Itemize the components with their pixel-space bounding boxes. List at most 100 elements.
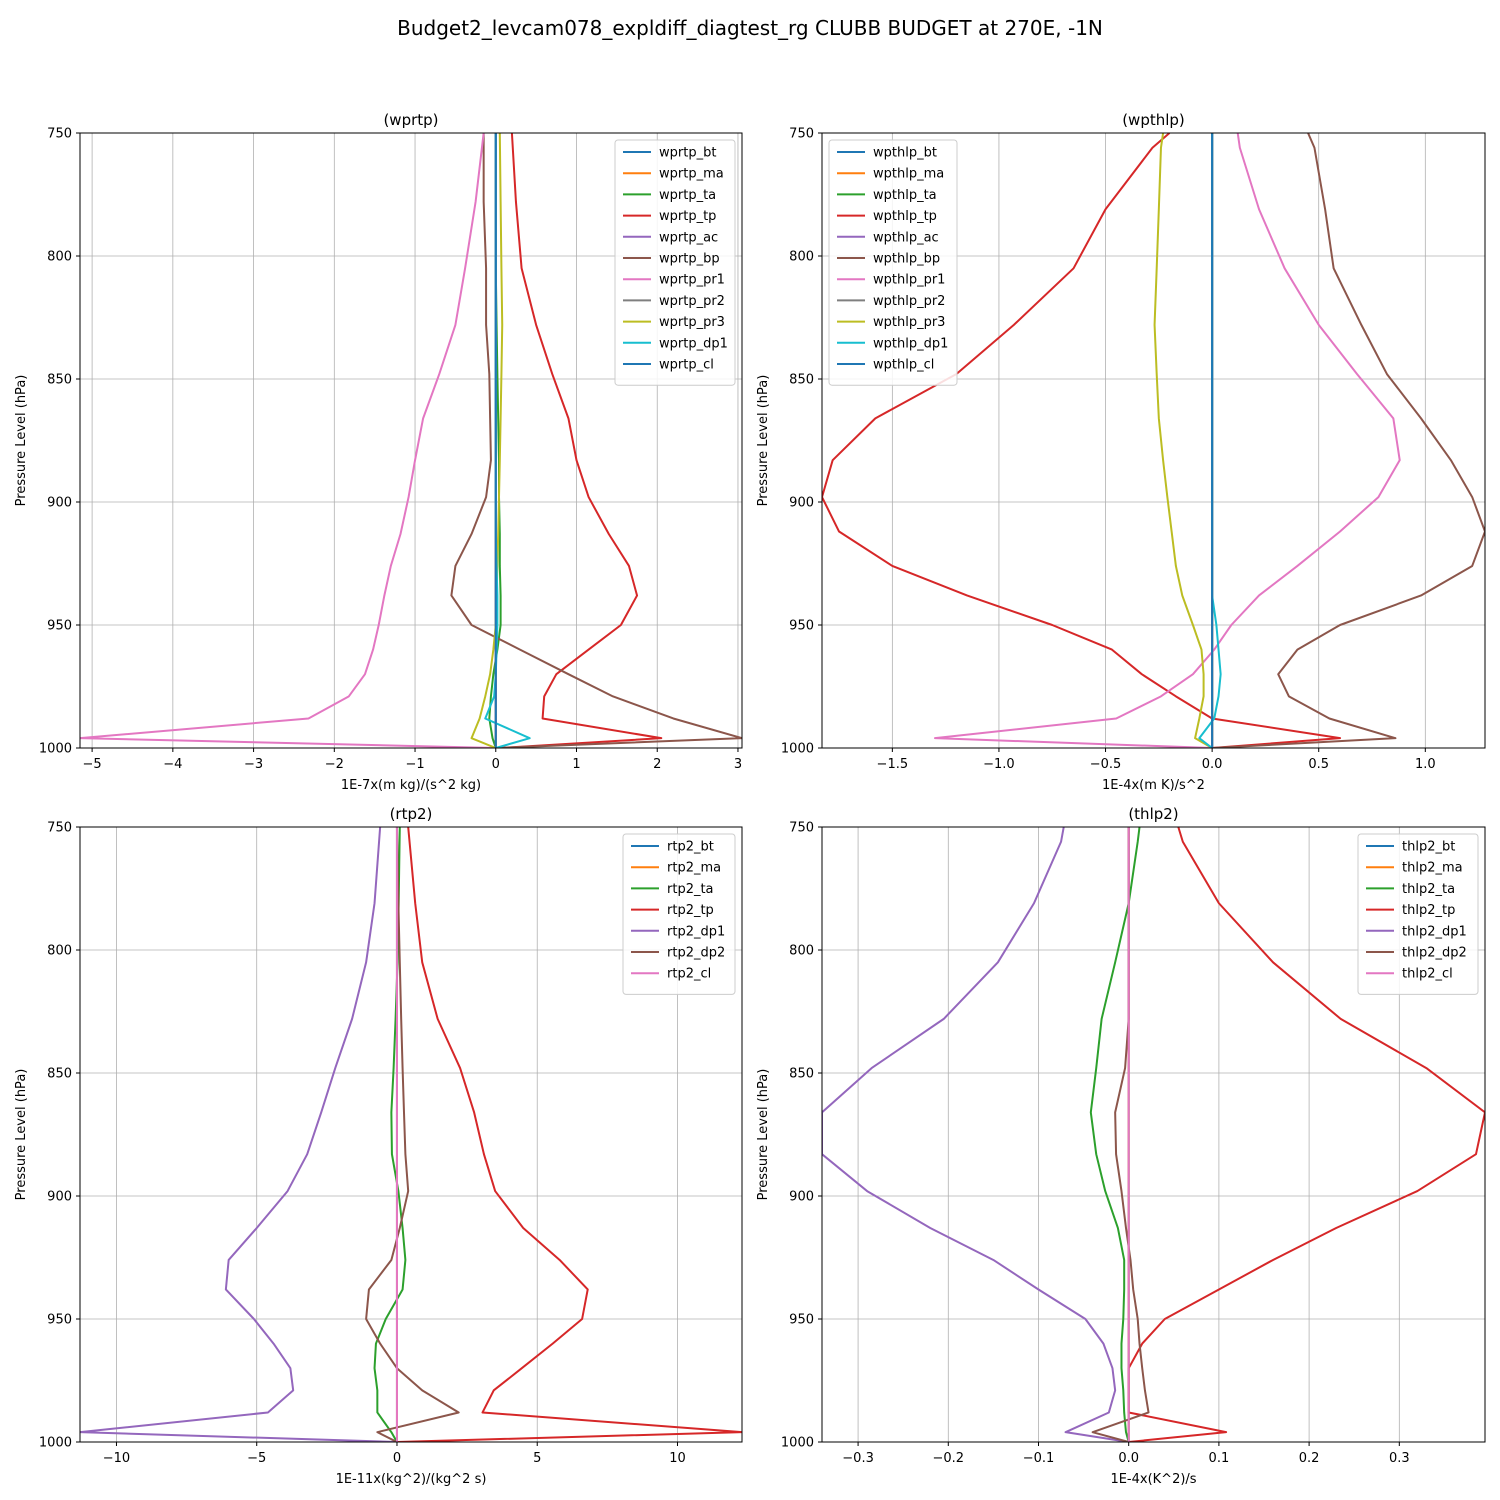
y-tick-label: 750 [47, 821, 72, 836]
legend-label: rtp2_dp2 [667, 946, 725, 961]
axes-frame [821, 132, 1486, 749]
x-tick-label: 0.1 [1209, 1451, 1230, 1466]
y-tick-label: 800 [47, 250, 72, 265]
legend-box [622, 833, 736, 995]
series-line-wpthlp-pr1 [933, 133, 1401, 748]
legend-label: thlp2_cl [1402, 967, 1453, 982]
panel-title: (thlp2) [1128, 805, 1178, 823]
x-tick-label: 0.0 [1118, 1451, 1139, 1466]
series-line-thlp2-dp1 [822, 827, 1129, 1442]
x-tick-label: −1 [405, 757, 424, 772]
y-axis-label: Pressure Level (hPa) [756, 375, 771, 507]
y-tick-label: 850 [47, 1067, 72, 1082]
legend-label: wpthlp_cl [873, 358, 934, 373]
x-axis-label: 1E-4x(K^2)/s [1110, 1472, 1196, 1487]
series-line-thlp2-ta [1089, 827, 1141, 1442]
x-tick-label: 0.2 [1299, 1451, 1320, 1466]
series-group [822, 133, 1485, 748]
legend: rtp2_bt rtp2_ma rtp2_ta rtp2_tp rtp2_dp1 rtp2… [622, 833, 736, 995]
legend-box [828, 139, 958, 386]
series-line-rtp2-ta [373, 827, 407, 1442]
series-line-wpthlp-tp [822, 133, 1342, 748]
panel-wprtp: −5 −4 −3 −2 −1 0 1 2 3 750 800 850 900 950 1000 (wprtp)… [14, 111, 743, 793]
legend-label: thlp2_tp [1402, 903, 1455, 918]
legend-label: wprtp_dp1 [659, 336, 728, 351]
y-axis-label: Pressure Level (hPa) [14, 375, 29, 507]
y-axis: 750 800 850 900 950 1000 [781, 821, 822, 1451]
x-tick-label: 0.3 [1389, 1451, 1410, 1466]
series-line-wprtp-pr3 [470, 133, 504, 748]
legend-label: wprtp_ac [659, 230, 718, 245]
x-tick-label: −0.1 [1023, 1451, 1055, 1466]
legend-label: wpthlp_bt [873, 146, 937, 161]
legend-label: thlp2_ma [1402, 861, 1463, 876]
legend-label: wprtp_cl [659, 358, 714, 373]
y-tick-label: 850 [789, 1067, 814, 1082]
y-tick-label: 850 [47, 373, 72, 388]
x-tick-label: 5 [533, 1451, 541, 1466]
legend-label: wprtp_bp [659, 252, 720, 267]
panel-rtp2: −10 −5 0 5 10 750 800 850 900 950 1000 (rtp2) 1E-11x… [14, 805, 743, 1487]
legend-label: rtp2_cl [667, 967, 711, 982]
legend-label: wprtp_ta [659, 188, 716, 203]
legend-label: thlp2_ta [1402, 882, 1455, 897]
legend-label: wpthlp_pr3 [873, 315, 945, 330]
x-axis-label: 1E-7x(m kg)/(s^2 kg) [341, 778, 481, 793]
y-tick-label: 850 [789, 373, 814, 388]
panel-wpthlp: −1.5 −1.0 −0.5 0.0 0.5 1.0 750 800 850 900 950 1000… [756, 111, 1486, 793]
panel-thlp2: −0.3 −0.2 −0.1 0.0 0.1 0.2 0.3 750 800 850 900 950 1… [756, 805, 1486, 1487]
y-tick-label: 900 [47, 496, 72, 511]
y-axis: 750 800 850 900 950 1000 [39, 127, 80, 757]
x-tick-label: −2 [325, 757, 344, 772]
legend-label: wpthlp_ma [873, 167, 944, 182]
y-tick-label: 1000 [781, 742, 814, 757]
series-line-wprtp-bp [450, 133, 742, 748]
y-tick-label: 800 [47, 944, 72, 959]
y-tick-label: 750 [47, 127, 72, 142]
x-axis-label: 1E-4x(m K)/s^2 [1102, 778, 1205, 793]
x-tick-label: −1.0 [983, 757, 1015, 772]
series-group [80, 133, 742, 748]
axes-frame [79, 132, 743, 749]
legend: thlp2_bt thlp2_ma thlp2_ta thlp2_tp thlp2_dp… [1357, 833, 1479, 995]
figure-title: Budget2_levcam078_expldiff_diagtest_rg C… [397, 16, 1103, 40]
axes-frame [79, 826, 743, 1443]
y-tick-label: 800 [789, 250, 814, 265]
y-tick-label: 900 [47, 1190, 72, 1205]
y-axis-label: Pressure Level (hPa) [756, 1069, 771, 1201]
legend-label: wprtp_tp [659, 209, 716, 224]
y-tick-label: 950 [47, 1313, 72, 1328]
x-tick-label: −3 [244, 757, 263, 772]
y-axis: 750 800 850 900 950 1000 [39, 821, 80, 1451]
legend-label: wpthlp_pr2 [873, 294, 945, 309]
x-tick-label: 0.5 [1308, 757, 1329, 772]
x-tick-label: −5 [247, 1451, 266, 1466]
series-group [822, 827, 1485, 1442]
x-tick-label: 10 [669, 1451, 686, 1466]
x-axis: −5 −4 −3 −2 −1 0 1 2 3 [83, 748, 742, 772]
y-tick-label: 950 [789, 1313, 814, 1328]
x-tick-label: −0.5 [1090, 757, 1122, 772]
x-tick-label: −1.5 [877, 757, 909, 772]
x-tick-label: 3 [734, 757, 742, 772]
x-tick-label: 2 [653, 757, 661, 772]
series-line-rtp2-dp1 [80, 827, 398, 1442]
legend-label: wprtp_pr2 [659, 294, 725, 309]
legend-label: wpthlp_bp [873, 252, 940, 267]
legend-label: rtp2_dp1 [667, 924, 725, 939]
legend-label: rtp2_tp [667, 903, 714, 918]
panel-title: (wpthlp) [1122, 111, 1185, 129]
y-axis-label: Pressure Level (hPa) [14, 1069, 29, 1201]
series-line-wprtp-pr1 [80, 133, 496, 748]
x-tick-label: −10 [103, 1451, 130, 1466]
y-tick-label: 950 [47, 619, 72, 634]
legend-box [1357, 833, 1479, 995]
series-line-wpthlp-pr3 [1153, 133, 1213, 748]
legend-label: wpthlp_ta [873, 188, 937, 203]
x-axis: −0.3 −0.2 −0.1 0.0 0.1 0.2 0.3 [842, 1442, 1410, 1466]
x-tick-label: 1 [572, 757, 580, 772]
series-line-rtp2-dp2 [365, 827, 460, 1442]
series-line-rtp2-tp [396, 827, 742, 1442]
y-tick-label: 750 [789, 821, 814, 836]
